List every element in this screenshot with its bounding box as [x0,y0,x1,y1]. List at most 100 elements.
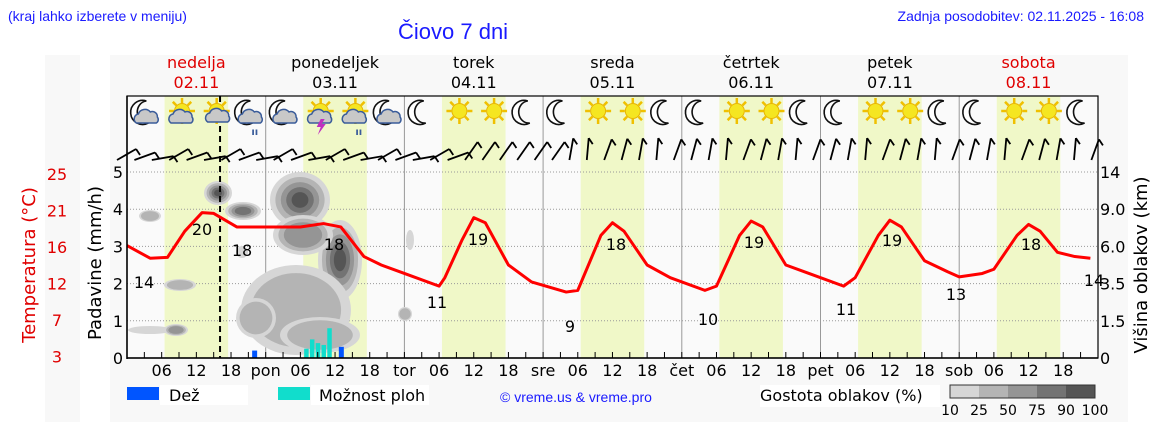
temp-label: 18 [232,241,252,260]
sun-icon [862,98,889,124]
moon-cloud-icon [129,99,160,126]
cloud-density-label: Gostota oblakov (%) [760,386,923,405]
hour-tick: 18 [637,361,657,380]
day-name: torek [453,53,495,72]
day-name: nedelja [167,53,226,72]
day-header-2: torek 04.11 [405,53,543,93]
cloud-tick: 14 [1100,163,1120,182]
rain-bar [252,350,258,358]
moon-icon [788,99,808,126]
moon-icon [823,99,843,126]
moon-cloud-rain-icon: ıı [233,99,264,138]
day-header-5: petek 07.11 [821,53,959,93]
svg-text:ıı: ıı [251,127,258,138]
temp-label: 18 [1021,235,1041,254]
hour-tick: 06 [429,361,449,380]
moon-icon [962,99,981,126]
cloud-scale-tick: 25 [970,403,988,419]
wind-barbs [116,137,1104,163]
temp-label: 10 [698,310,718,329]
rain-swatch [127,387,159,400]
day-name: sreda [590,53,635,72]
cloud-scale-swatch [1037,385,1066,398]
temp-label: 18 [606,235,626,254]
temp-label: 14 [1084,271,1104,290]
temp-label: 19 [744,233,764,252]
sun-icon [585,98,612,124]
temp-label: 14 [134,273,154,292]
day-date: 08.11 [1005,73,1052,92]
moon-icon [545,99,565,126]
moon-cloud-icon [372,99,402,126]
last-update: Zadnja posodobitev: 02.11.2025 - 16:08 [897,8,1144,24]
temp-label: 11 [836,300,856,319]
hour-tick: 06 [151,361,171,380]
hour-tick: 12 [464,361,484,380]
cloud-tick: 1.5 [1100,312,1125,331]
hour-tick: 12 [880,361,900,380]
hour-tick: 12 [1018,361,1038,380]
day-header-6: sobota 08.11 [960,53,1098,93]
hour-tick: 12 [741,361,761,380]
day-date: 03.11 [312,73,358,92]
moon-icon [649,99,669,126]
rain-bar [338,346,344,358]
daylight-band [996,96,1061,358]
hour-tick: 18 [776,361,796,380]
cloud-axis-title: Višina oblakov (km) [1131,176,1152,353]
daylight-band [441,96,506,358]
sun-icon [619,98,646,124]
daylight-band [719,96,783,358]
temp-tick: 12 [47,275,67,294]
copyright-link[interactable]: © vreme.us & vreme.pro [500,389,652,405]
shower-legend-label: Možnost ploh [319,386,425,405]
svg-text:ıı: ıı [355,127,362,138]
hour-tick: 06 [706,361,726,380]
temp-label: 11 [427,293,447,312]
temp-label: 18 [324,235,344,254]
sun-cloud-rain-icon: ıı [341,98,369,138]
sun-cloud-small-icon [203,98,231,124]
sun-icon [446,98,473,124]
hour-tick: 06 [845,361,865,380]
hour-tick: 18 [360,361,380,380]
precip-axis-title: Padavine (mm/h) [85,186,106,340]
day-short-label: sre [531,361,555,380]
temp-tick: 7 [52,311,62,330]
moon-icon [511,99,531,126]
sun-icon [758,98,785,124]
temp-tick: 21 [47,202,67,221]
cloud-tick: 3.5 [1100,275,1125,294]
precip-tick: 2 [113,275,123,294]
temp-tick: 3 [52,348,62,367]
hour-tick: 18 [1053,361,1073,380]
day-date: 02.11 [173,73,220,92]
cloud-scale-tick: 90 [1057,403,1075,419]
sun-icon [723,98,750,124]
sun-icon [1001,98,1028,124]
cloud-scale-tick: 100 [1082,403,1109,419]
temp-axis-title: Temperatura (°C) [19,187,40,344]
shower-swatch [278,387,310,400]
cloud-scale-tick: 10 [941,403,959,419]
weather-icons: ıı ıı [129,98,1085,138]
cloud-scale-tick: 75 [1028,403,1046,419]
temp-axis-strip [45,55,80,422]
day-header-3: sreda 05.11 [543,53,681,93]
rain-legend-label: Dež [169,386,200,405]
hour-tick: 18 [221,361,241,380]
precip-tick: 0 [113,349,123,368]
day-name: četrtek [722,53,780,72]
day-date: 06.11 [728,73,775,92]
cloud-tick: 9.0 [1100,200,1125,219]
moon-icon [1066,99,1085,126]
day-header-0: nedelja 02.11 [127,53,265,93]
temp-label: 20 [192,220,212,239]
day-short-label: pet [807,361,833,380]
shower-bar [315,343,321,358]
temp-label: 13 [946,285,966,304]
temp-label: 9 [565,317,575,336]
daylight-band [858,96,922,358]
hour-tick: 12 [186,361,206,380]
